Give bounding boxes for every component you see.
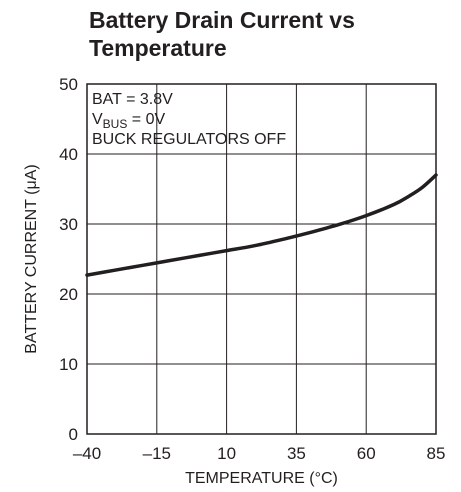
y-tick-label: 40	[59, 145, 78, 164]
x-tick-labels: –40 –15 10 35 60 85	[73, 444, 446, 463]
y-tick-label: 50	[59, 75, 78, 94]
battery-current-line	[85, 173, 438, 277]
x-tick-label: 85	[427, 444, 446, 463]
series-group	[85, 173, 438, 277]
y-tick-label: 0	[69, 425, 78, 444]
x-tick-label: 60	[357, 444, 376, 463]
x-tick-label: 10	[217, 444, 236, 463]
y-tick-labels: 0 10 20 30 40 50	[59, 75, 78, 444]
annotation-vbus-v: V	[92, 111, 103, 128]
chart-title-line-1: Battery Drain Current vs	[89, 7, 355, 33]
annotation-vbus-value: = 0V	[127, 111, 165, 128]
annotation-vbus-subscript: BUS	[103, 117, 128, 131]
y-tick-label: 10	[59, 355, 78, 374]
chart-title: Battery Drain Current vs Temperature	[89, 6, 449, 62]
annotation-bat-voltage: BAT = 3.8V	[92, 91, 173, 108]
annotation-buck-regulators: BUCK REGULATORS OFF	[92, 131, 286, 148]
grid-lines	[87, 84, 436, 434]
x-tick-label: –15	[143, 444, 171, 463]
annotation-vbus-voltage: VBUS = 0V	[92, 111, 165, 131]
x-axis-label: TEMPERATURE (°C)	[185, 470, 338, 487]
plot-frame	[86, 83, 437, 435]
conditions-annotation: BAT = 3.8V VBUS = 0V BUCK REGULATORS OFF	[92, 91, 286, 148]
y-tick-label: 30	[59, 215, 78, 234]
chart-title-line-2: Temperature	[89, 35, 227, 61]
x-tick-label: 35	[287, 444, 306, 463]
y-tick-label: 20	[59, 285, 78, 304]
y-axis-label: BATTERY CURRENT (μA)	[23, 164, 40, 353]
x-tick-label: –40	[73, 444, 101, 463]
